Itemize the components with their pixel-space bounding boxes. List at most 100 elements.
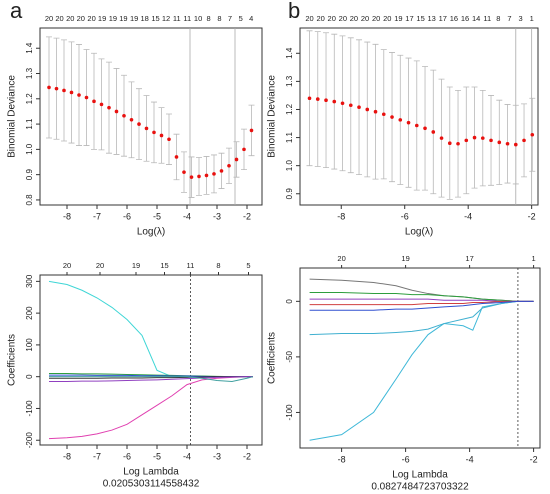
- coefficient-path: [309, 300, 534, 441]
- point: [406, 120, 411, 125]
- x2-tick-label: 12: [162, 14, 170, 23]
- x-tick-label: -7: [93, 211, 101, 221]
- x2-tick-label: 3: [518, 14, 522, 23]
- x2-tick-label: 19: [119, 14, 127, 23]
- y-tick-label: -100: [25, 400, 34, 417]
- point: [522, 138, 526, 143]
- point: [340, 101, 345, 106]
- point: [234, 157, 239, 162]
- point: [357, 105, 361, 110]
- x2-tick-label: 17: [405, 14, 413, 23]
- x-tick-label: -4: [183, 211, 191, 221]
- x-tick-label: -8: [337, 211, 345, 221]
- y-tick-label: 1.2: [25, 93, 34, 105]
- x-axis-label: Log Lambda: [392, 470, 448, 481]
- x2-tick-label: 20: [66, 14, 74, 23]
- x2-tick-label: 20: [361, 14, 369, 23]
- x2-tick-label: 19: [401, 254, 409, 263]
- y-tick-label: 1.3: [25, 67, 34, 79]
- x2-tick-label: 8: [216, 261, 220, 270]
- y-tick-label: -100: [285, 404, 294, 421]
- x2-tick-label: 7: [507, 14, 511, 23]
- plot-frame: [299, 267, 541, 449]
- point: [480, 136, 485, 140]
- y-tick-label: 1.4: [285, 47, 294, 59]
- y-tick-label: -50: [285, 351, 294, 363]
- x-tick-label: -7: [93, 451, 101, 461]
- x2-tick-label: 4: [249, 14, 253, 23]
- x2-tick-label: 15: [416, 14, 424, 23]
- point: [398, 118, 403, 122]
- y-tick-label: 1.0: [285, 160, 294, 172]
- x2-tick-label: 19: [394, 14, 402, 23]
- x2-tick-label: 19: [132, 261, 140, 270]
- point: [107, 105, 111, 110]
- coefficient-path: [49, 376, 254, 382]
- point: [249, 128, 254, 133]
- point: [167, 137, 171, 142]
- coefficient-path: [309, 300, 534, 311]
- point: [332, 99, 337, 104]
- point: [204, 173, 209, 178]
- point: [212, 172, 216, 176]
- x2-tick-label: 5: [239, 14, 243, 23]
- x2-tick-label: 20: [350, 14, 358, 23]
- coefficient-path: [49, 376, 253, 382]
- x2-tick-label: 20: [337, 254, 345, 263]
- x2-tick-label: 19: [130, 14, 138, 23]
- point: [242, 147, 246, 152]
- x-tick-label: -8: [63, 451, 71, 461]
- point: [152, 130, 156, 135]
- point: [219, 169, 224, 173]
- x2-tick-label: 14: [472, 14, 480, 23]
- point: [423, 126, 427, 131]
- point: [497, 140, 502, 145]
- x2-tick-label: 20: [305, 14, 313, 23]
- point: [114, 109, 119, 114]
- point: [381, 112, 386, 117]
- coefficient-path: [309, 300, 534, 336]
- x2-tick-label: 20: [63, 261, 71, 270]
- point: [324, 98, 328, 103]
- x2-tick-label: 17: [439, 14, 447, 23]
- x2-tick-label: 20: [55, 14, 63, 23]
- y-tick-label: 300: [25, 274, 34, 288]
- point: [464, 138, 469, 143]
- point: [373, 109, 378, 114]
- x2-tick-label: 13: [428, 14, 436, 23]
- plot-frame: [39, 27, 263, 206]
- point: [159, 133, 164, 138]
- x-tick-label: -3: [213, 451, 221, 461]
- point: [505, 141, 510, 146]
- x2-tick-label: 11: [173, 14, 181, 23]
- x-tick-label: -6: [401, 211, 409, 221]
- point: [456, 141, 460, 146]
- point: [307, 96, 312, 101]
- point: [414, 123, 419, 128]
- x2-tick-label: 5: [246, 261, 250, 270]
- x-axis-label: Log(λ): [405, 227, 433, 238]
- x2-tick-label: 15: [151, 14, 159, 23]
- x2-tick-label: 10: [194, 14, 202, 23]
- x2-tick-label: 16: [461, 14, 469, 23]
- x2-tick-label: 1: [532, 254, 536, 263]
- coefficient-path: [309, 300, 534, 306]
- x2-tick-label: 7: [228, 14, 232, 23]
- point: [189, 175, 194, 179]
- y-tick-label: 0.9: [25, 169, 34, 181]
- y-tick-label: 1.1: [285, 131, 294, 143]
- point: [513, 142, 518, 147]
- x-tick-label: -5: [153, 451, 161, 461]
- y-tick-label: 1.3: [285, 75, 294, 87]
- x2-tick-label: 20: [96, 261, 104, 270]
- x-tick-label: -8: [338, 454, 346, 464]
- point: [365, 107, 370, 112]
- y-tick-label: 200: [25, 306, 34, 320]
- y-tick-label: -200: [25, 432, 34, 449]
- point: [472, 135, 477, 140]
- point: [348, 103, 353, 108]
- point: [439, 136, 444, 140]
- x2-tick-label: 17: [465, 254, 473, 263]
- point: [431, 130, 436, 134]
